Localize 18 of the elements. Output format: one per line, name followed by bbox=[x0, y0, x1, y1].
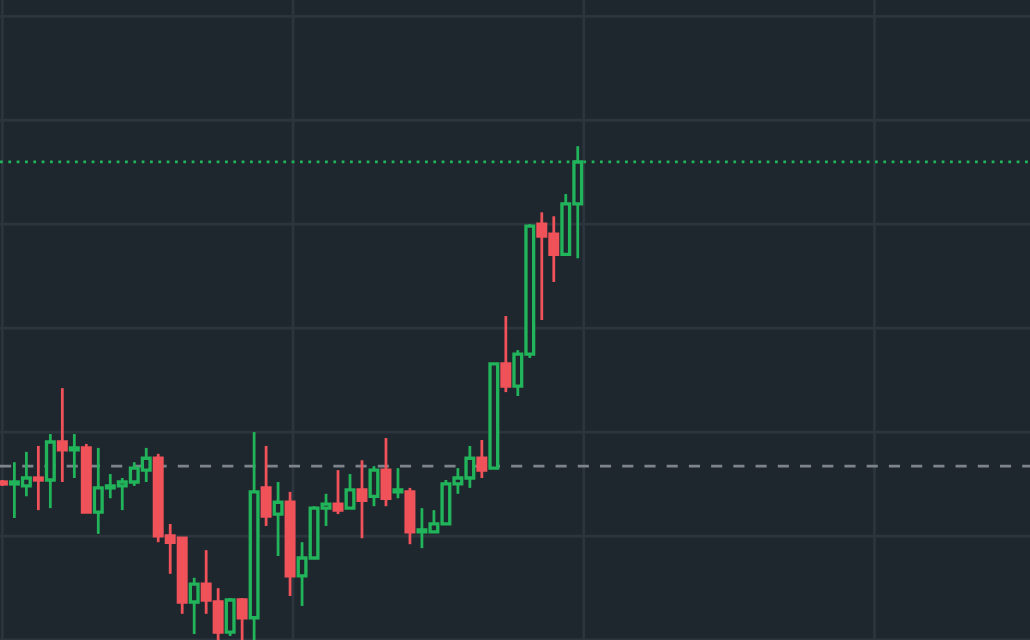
candlestick bbox=[56, 386, 68, 484]
candlestick bbox=[32, 444, 44, 512]
candlestick bbox=[392, 466, 404, 500]
candlestick bbox=[344, 472, 356, 510]
candlestick bbox=[68, 432, 80, 480]
candlestick bbox=[380, 436, 392, 508]
candlestick bbox=[404, 486, 416, 546]
candlestick bbox=[476, 438, 488, 480]
candlestick bbox=[44, 432, 56, 510]
candlestick bbox=[188, 576, 200, 636]
candlestick bbox=[224, 596, 236, 638]
candlestick bbox=[500, 314, 512, 394]
candlestick bbox=[260, 444, 272, 528]
candlestick bbox=[236, 596, 248, 640]
candlestick bbox=[332, 468, 344, 516]
candlestick bbox=[272, 480, 284, 558]
candlestick bbox=[356, 458, 368, 540]
candlestick bbox=[368, 464, 380, 508]
